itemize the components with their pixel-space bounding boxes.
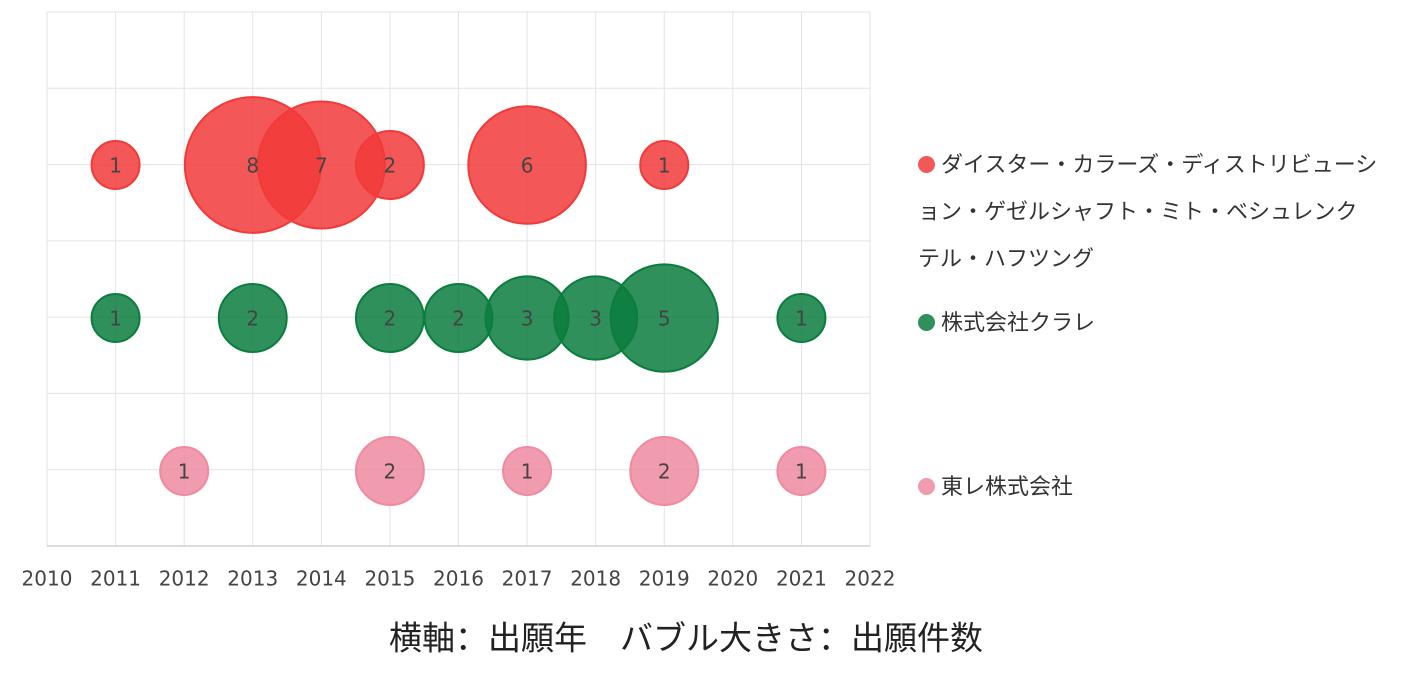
x-tick-label: 2019 <box>639 567 690 591</box>
series <box>90 96 690 234</box>
data-label: 6 <box>521 154 534 178</box>
x-tick-label: 2013 <box>227 567 278 591</box>
legend-marker <box>918 478 935 495</box>
bubble <box>90 140 141 190</box>
x-tick-label: 2020 <box>707 567 758 591</box>
data-label: 1 <box>795 307 808 331</box>
series <box>90 263 827 373</box>
legend-label: 株式会社クラレ <box>941 311 1096 336</box>
data-label: 2 <box>452 307 465 331</box>
bubble <box>502 446 553 496</box>
data-label: 2 <box>658 460 671 484</box>
x-tick-label: 2018 <box>570 567 621 591</box>
legend-label: 東レ株式会社 <box>941 475 1074 500</box>
bubble <box>354 130 425 200</box>
data-label: 8 <box>246 154 259 178</box>
bubble <box>217 283 288 353</box>
bubble <box>467 105 587 225</box>
bubble <box>354 436 425 506</box>
legend-marker <box>918 156 935 173</box>
data-label: 1 <box>109 307 122 331</box>
bubble <box>776 293 827 343</box>
x-tick-label: 2022 <box>845 567 896 591</box>
x-tick-label: 2014 <box>296 567 347 591</box>
data-label: 2 <box>384 307 397 331</box>
data-label: 1 <box>109 154 122 178</box>
data-label: 1 <box>521 460 534 484</box>
legend-item: ダイスター・カラーズ・ディストリビューション・ゲゼルシャフト・ミト・ベシュレンク… <box>918 142 1378 283</box>
legend-marker <box>918 314 935 331</box>
x-tick-label: 2010 <box>22 567 73 591</box>
x-tick-label: 2011 <box>90 567 141 591</box>
data-label: 3 <box>589 307 602 331</box>
x-tick-label: 2012 <box>159 567 210 591</box>
series <box>159 436 827 506</box>
bubble <box>90 293 141 343</box>
data-label: 7 <box>315 154 328 178</box>
bubble <box>159 446 210 496</box>
data-label: 1 <box>795 460 808 484</box>
legend-item: 東レ株式会社 <box>918 464 1378 511</box>
x-tick-label: 2021 <box>776 567 827 591</box>
bubble <box>609 263 719 373</box>
bubble <box>629 436 700 506</box>
data-label: 2 <box>384 154 397 178</box>
data-label: 1 <box>178 460 191 484</box>
data-label: 5 <box>658 307 671 331</box>
x-tick-label: 2017 <box>502 567 553 591</box>
data-label: 3 <box>521 307 534 331</box>
caption: 横軸：出願年 バブル大きさ：出願件数 <box>389 619 983 658</box>
legend-label: ダイスター・カラーズ・ディストリビューション・ゲゼルシャフト・ミト・ベシュレンク… <box>918 153 1378 272</box>
x-tick-label: 2016 <box>433 567 484 591</box>
data-label: 1 <box>658 154 671 178</box>
x-tick-label: 2015 <box>364 567 415 591</box>
data-label: 2 <box>246 307 259 331</box>
bubble <box>639 140 690 190</box>
bubble <box>776 446 827 496</box>
data-label: 2 <box>384 460 397 484</box>
legend-item: 株式会社クラレ <box>918 300 1378 347</box>
